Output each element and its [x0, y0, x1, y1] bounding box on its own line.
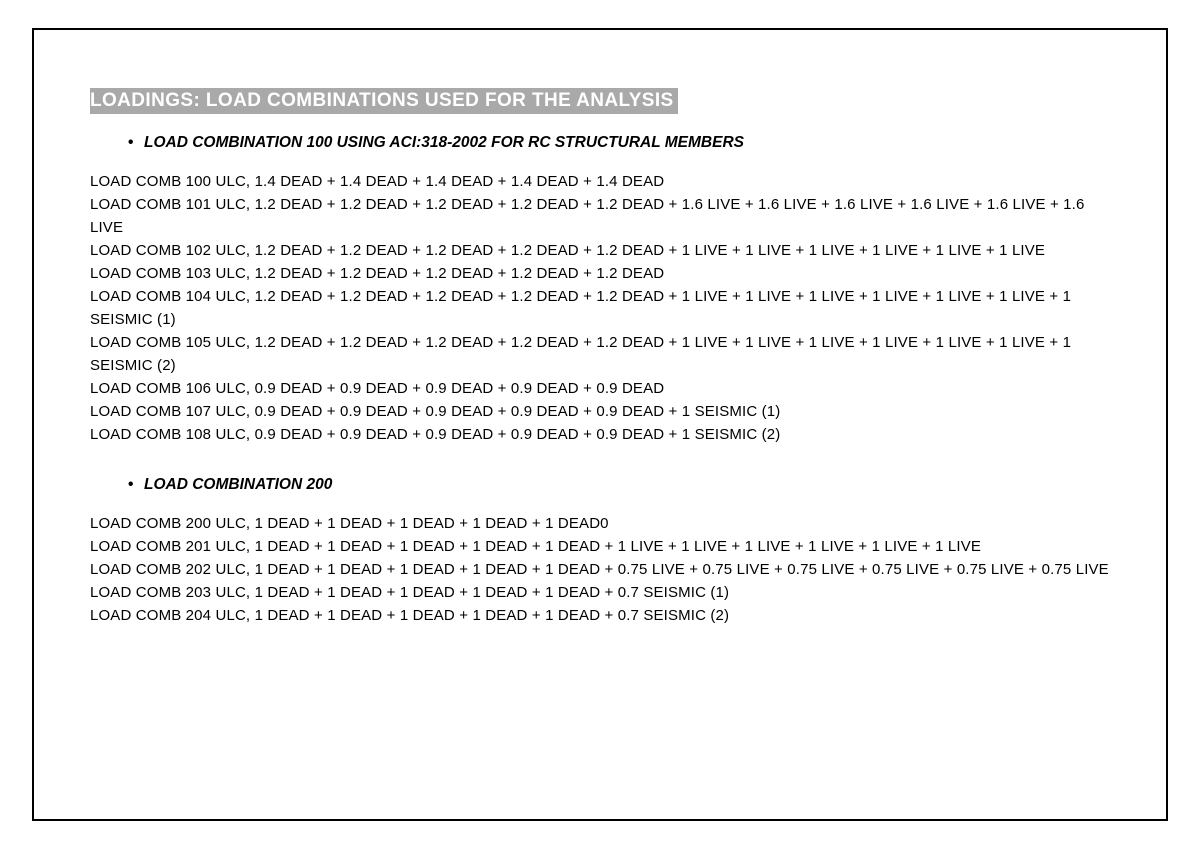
load-comb-line: LOAD COMB 106 ULC, 0.9 DEAD + 0.9 DEAD +…: [90, 377, 1110, 400]
load-comb-line: LOAD COMB 102 ULC, 1.2 DEAD + 1.2 DEAD +…: [90, 239, 1110, 262]
section-body: LOAD COMB 200 ULC, 1 DEAD + 1 DEAD + 1 D…: [90, 512, 1110, 627]
load-comb-line: LOAD COMB 200 ULC, 1 DEAD + 1 DEAD + 1 D…: [90, 512, 1110, 535]
load-comb-line: LOAD COMB 103 ULC, 1.2 DEAD + 1.2 DEAD +…: [90, 262, 1110, 285]
section-body: LOAD COMB 100 ULC, 1.4 DEAD + 1.4 DEAD +…: [90, 170, 1110, 446]
load-comb-line: LOAD COMB 105 ULC, 1.2 DEAD + 1.2 DEAD +…: [90, 331, 1110, 377]
content-frame: LOADINGS: LOAD COMBINATIONS USED FOR THE…: [32, 28, 1168, 821]
load-comb-line: LOAD COMB 104 ULC, 1.2 DEAD + 1.2 DEAD +…: [90, 285, 1110, 331]
load-comb-line: LOAD COMB 202 ULC, 1 DEAD + 1 DEAD + 1 D…: [90, 558, 1110, 581]
section-100: LOAD COMBINATION 100 USING ACI:318-2002 …: [90, 134, 1110, 446]
load-comb-line: LOAD COMB 100 ULC, 1.4 DEAD + 1.4 DEAD +…: [90, 170, 1110, 193]
load-comb-line: LOAD COMB 201 ULC, 1 DEAD + 1 DEAD + 1 D…: [90, 535, 1110, 558]
page-title: LOADINGS: LOAD COMBINATIONS USED FOR THE…: [90, 88, 678, 114]
load-comb-line: LOAD COMB 204 ULC, 1 DEAD + 1 DEAD + 1 D…: [90, 604, 1110, 627]
load-comb-line: LOAD COMB 107 ULC, 0.9 DEAD + 0.9 DEAD +…: [90, 400, 1110, 423]
load-comb-line: LOAD COMB 108 ULC, 0.9 DEAD + 0.9 DEAD +…: [90, 423, 1110, 446]
load-comb-line: LOAD COMB 203 ULC, 1 DEAD + 1 DEAD + 1 D…: [90, 581, 1110, 604]
section-heading: LOAD COMBINATION 100 USING ACI:318-2002 …: [90, 134, 1110, 152]
load-comb-line: LOAD COMB 101 ULC, 1.2 DEAD + 1.2 DEAD +…: [90, 193, 1110, 239]
section-200: LOAD COMBINATION 200 LOAD COMB 200 ULC, …: [90, 476, 1110, 627]
section-heading: LOAD COMBINATION 200: [90, 476, 1110, 494]
page: LOADINGS: LOAD COMBINATIONS USED FOR THE…: [0, 0, 1200, 849]
